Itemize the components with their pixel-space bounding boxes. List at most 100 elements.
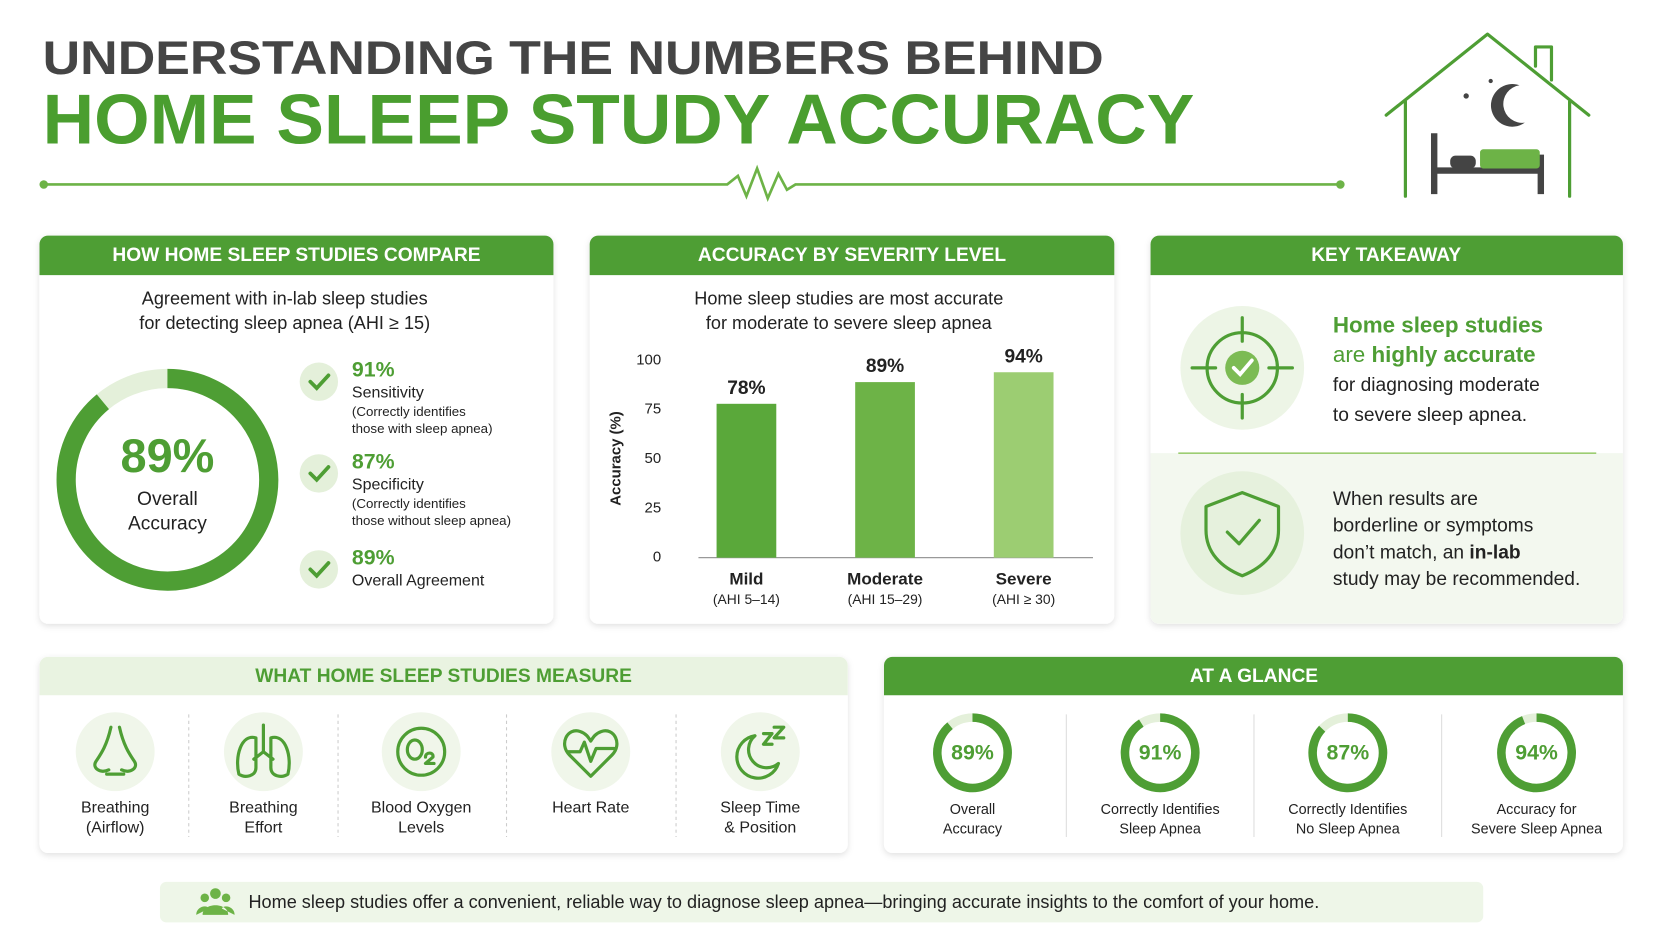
x-tick-note: (AHI ≥ 30) [992,591,1055,607]
donut-label: Overall [137,489,198,510]
takeaway-line: for diagnosing moderate [1333,375,1540,396]
measure-label: Levels [398,820,444,837]
takeaway-text: are [1333,342,1372,367]
bar-value-label: 94% [1004,346,1042,367]
takeaway-line: don’t match, an in-lab [1333,542,1521,563]
takeaway-line: Home sleep studies [1333,312,1543,337]
chart-subtitle: for moderate to severe sleep apnea [706,313,993,333]
metric-name: Specificity [352,476,424,493]
takeaway-text: for diagnosing moderate [1333,375,1540,396]
takeaway-panel [1150,235,1623,624]
footer-text: Home sleep studies offer a convenient, r… [248,892,1319,912]
takeaway-text: don’t match, an [1333,542,1470,563]
panel-subtitle: for detecting sleep apnea (AHI ≥ 15) [139,313,430,333]
donut-arc [1497,713,1576,793]
panel-heading: AT A GLANCE [1190,666,1318,687]
divider [39,164,1345,202]
chart-subtitle: Home sleep studies are most accurate [694,288,1003,308]
metric-value: 89% [352,545,395,569]
metric-name: Sensitivity [352,385,424,402]
x-tick-note: (AHI 5–14) [713,591,780,607]
measure-icons [75,712,800,838]
metric-note: those with sleep apnea) [352,421,493,436]
metric-value: 91% [352,358,395,382]
glance-value: 91% [1139,740,1182,764]
bar [993,372,1054,558]
x-tick-label: Moderate [847,570,923,589]
measure-label: Blood Oxygen [371,799,471,816]
metric-name: Overall Agreement [352,572,485,589]
x-tick-label: Mild [729,570,763,589]
metric-note: (Correctly identifies [352,496,466,511]
y-tick-label: 25 [645,499,662,516]
glance-panel [883,656,1623,854]
glance-label: Accuracy [943,821,1003,837]
metric-note: those without sleep apnea) [352,513,511,528]
measure-label: Effort [244,820,282,837]
donut-value: 89% [120,430,214,482]
donut-label: Accuracy [128,514,207,535]
y-axis-label: Accuracy (%) [607,411,624,505]
panel-heading: KEY TAKEAWAY [1311,245,1461,266]
bar-value-label: 78% [727,378,765,399]
bar [855,382,915,558]
takeaway-line: are highly accurate [1333,342,1536,367]
check-mark [308,373,331,391]
measure-label: Breathing [229,799,297,816]
donut-arc [56,368,279,591]
glance-label: Correctly Identifies [1101,802,1220,818]
takeaway-text: When results are [1333,489,1478,510]
measure-label: (Airflow) [86,820,145,837]
check-mark [308,561,331,579]
panel-heading: HOW HOME SLEEP STUDIES COMPARE [112,245,480,266]
takeaway-text: study may be recommended. [1333,569,1580,590]
takeaway-text: in-lab [1469,542,1520,563]
takeaway-text: highly accurate [1371,342,1535,367]
y-tick-label: 75 [645,401,662,418]
y-tick-label: 50 [645,450,662,467]
measure-label: Breathing [81,799,149,816]
takeaway-line: borderline or symptoms [1333,516,1533,537]
y-tick-label: 100 [636,351,661,368]
panel-heading: WHAT HOME SLEEP STUDIES MEASURE [255,666,632,687]
donut-arc [933,713,1012,793]
glance-value: 94% [1515,740,1558,764]
donut-arc [1308,713,1388,793]
measure-label: & Position [724,820,796,837]
title-line-1: UNDERSTANDING THE NUMBERS BEHIND [43,32,1104,84]
check-badge [299,362,339,401]
glance-label: No Sleep Apnea [1296,821,1400,837]
bar [716,403,777,558]
check-badge [299,550,339,589]
glance-value: 89% [951,740,994,764]
panel-heading: ACCURACY BY SEVERITY LEVEL [698,245,1006,266]
takeaway-text: borderline or symptoms [1333,516,1533,537]
takeaway-line: study may be recommended. [1333,569,1580,590]
glance-label: Accuracy for [1497,802,1577,818]
glance-value: 87% [1326,740,1369,764]
donut-arc [1120,713,1200,793]
glance-label: Sleep Apnea [1119,821,1201,837]
measure-label: Sleep Time [720,799,800,816]
title-line-2: HOME SLEEP STUDY ACCURACY [43,79,1195,158]
bar-value-label: 89% [866,356,904,377]
panel-subtitle: Agreement with in-lab sleep studies [142,288,428,308]
metric-note: (Correctly identifies [352,404,466,419]
glance-label: Correctly Identifies [1288,802,1407,818]
takeaway-text: Home sleep studies [1333,312,1543,337]
house-icon [1384,32,1591,198]
x-tick-note: (AHI 15–29) [848,591,923,607]
takeaway-line: When results are [1333,489,1478,510]
y-tick-label: 0 [653,549,661,566]
compare-panel [39,235,554,624]
glance-label: Severe Sleep Apnea [1471,821,1602,837]
measure-label: Heart Rate [552,799,629,816]
metric-value: 87% [352,449,395,473]
glance-label: Overall [950,802,996,818]
takeaway-text: to severe sleep apnea. [1333,405,1527,426]
x-tick-label: Severe [996,570,1052,589]
footer-bar [159,881,1484,923]
check-badge [299,454,339,493]
takeaway-line: to severe sleep apnea. [1333,405,1527,426]
